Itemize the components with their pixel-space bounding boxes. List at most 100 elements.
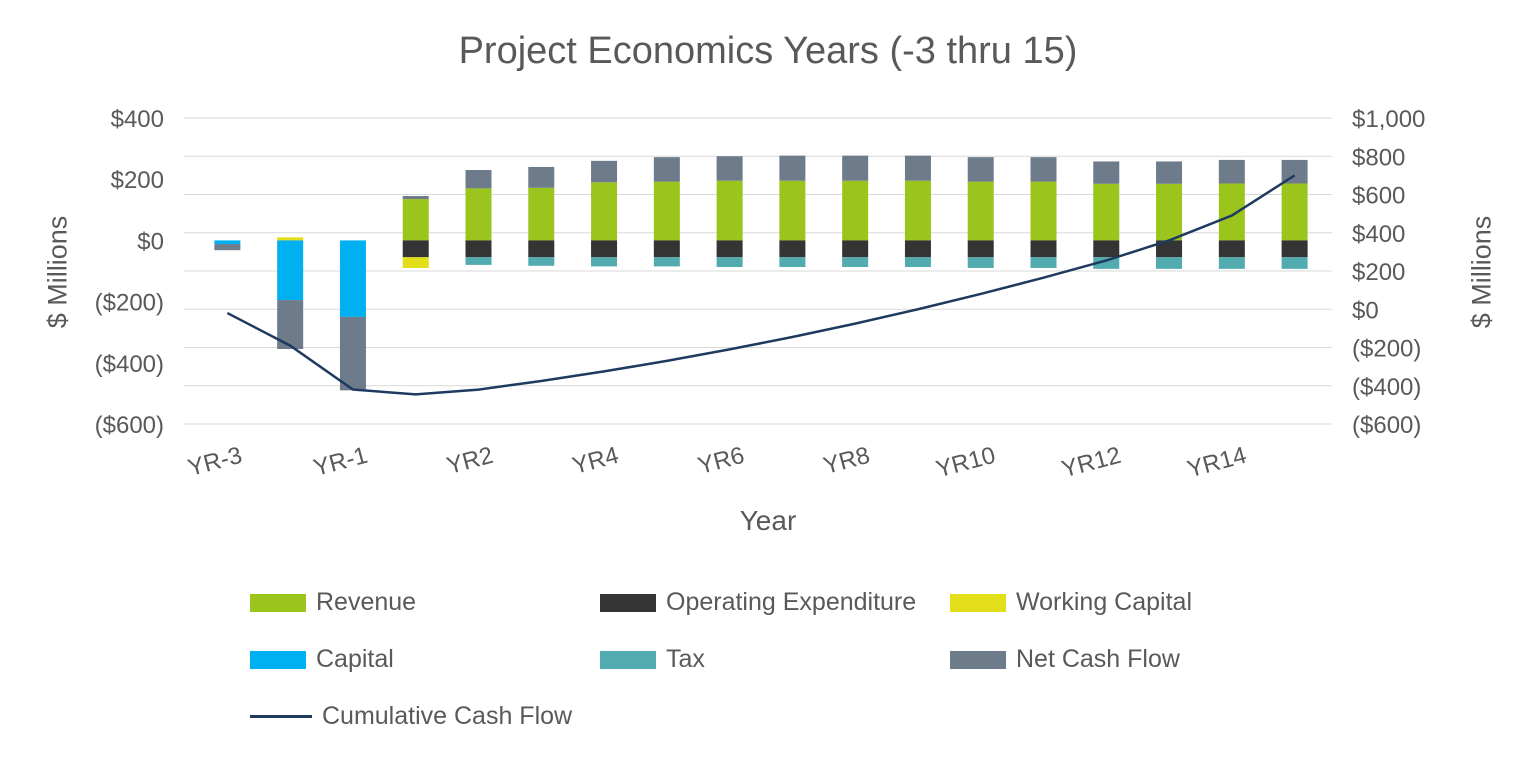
bar-segment-net-cash-flow bbox=[1281, 159, 1308, 184]
legend-color-swatch bbox=[250, 650, 306, 669]
bar-segment-revenue bbox=[779, 180, 806, 241]
x-axis-label: YR14 bbox=[1184, 442, 1249, 484]
legend-label: Tax bbox=[666, 645, 705, 673]
bar-segment-capital bbox=[214, 240, 241, 245]
legend-label: Working Capital bbox=[1016, 588, 1193, 616]
bar-segment-tax bbox=[842, 257, 869, 268]
bar-segment-revenue bbox=[1281, 183, 1308, 241]
chart-title: Project Economics Years (-3 thru 15) bbox=[458, 30, 1078, 72]
right-axis-tick: $200 bbox=[1352, 259, 1405, 286]
bar-segment-net-cash-flow bbox=[528, 166, 555, 188]
bar-segment-capital bbox=[339, 240, 366, 317]
bar-segment-revenue bbox=[842, 180, 869, 241]
bar-segment-net-cash-flow bbox=[716, 156, 743, 181]
left-axis-tick: ($600) bbox=[95, 412, 164, 439]
bar-segment-net-cash-flow bbox=[402, 196, 429, 200]
legend-item-cumulative-cash-flow: Cumulative Cash Flow bbox=[250, 702, 600, 731]
bar-segment-tax bbox=[967, 257, 994, 268]
bar-segment-net-cash-flow bbox=[779, 155, 806, 181]
x-axis-label: YR2 bbox=[444, 442, 496, 480]
bar-segment-working-capital bbox=[277, 237, 304, 241]
legend-color-swatch bbox=[600, 650, 656, 669]
bar-segment-tax bbox=[779, 257, 806, 268]
legend-item-revenue: Revenue bbox=[250, 588, 600, 617]
bar-segment-revenue bbox=[653, 181, 680, 241]
bar-segment-operating-expenditure bbox=[402, 240, 429, 258]
bar-segment-working-capital bbox=[402, 257, 429, 268]
right-axis-tick: $600 bbox=[1352, 183, 1405, 210]
bar-segment-revenue bbox=[1218, 183, 1245, 241]
bar-segment-net-cash-flow bbox=[1030, 157, 1057, 182]
left-axis-tick: $0 bbox=[137, 228, 164, 255]
legend-label: Net Cash Flow bbox=[1016, 645, 1180, 673]
bar-segment-operating-expenditure bbox=[591, 240, 618, 258]
bar-segment-revenue bbox=[402, 199, 429, 241]
bar-segment-net-cash-flow bbox=[842, 155, 869, 181]
bar-segment-revenue bbox=[1030, 181, 1057, 241]
x-axis-label: YR-3 bbox=[185, 442, 245, 482]
x-axis-label: YR8 bbox=[821, 442, 873, 480]
bar-segment-revenue bbox=[716, 180, 743, 241]
x-axis-label: YR6 bbox=[695, 442, 747, 480]
legend-color-swatch bbox=[950, 650, 1006, 669]
bar-segment-operating-expenditure bbox=[904, 240, 931, 258]
right-axis-tick: $800 bbox=[1352, 144, 1405, 171]
legend-item-tax: Tax bbox=[600, 645, 950, 674]
bar-segment-operating-expenditure bbox=[779, 240, 806, 258]
bar-segment-operating-expenditure bbox=[653, 240, 680, 258]
bar-segment-tax bbox=[1218, 257, 1245, 269]
bar-segment-operating-expenditure bbox=[1030, 240, 1057, 258]
bar-segment-operating-expenditure bbox=[842, 240, 869, 258]
bar-segment-operating-expenditure bbox=[716, 240, 743, 258]
bar-segment-operating-expenditure bbox=[1156, 240, 1183, 258]
right-axis-tick: ($400) bbox=[1352, 374, 1421, 401]
legend-color-swatch bbox=[250, 593, 306, 612]
x-axis-label: YR10 bbox=[933, 442, 998, 484]
bar-segment-tax bbox=[591, 257, 618, 267]
cumulative-cash-flow-line bbox=[226, 174, 1296, 396]
bar-segment-operating-expenditure bbox=[1093, 240, 1120, 258]
x-axis-label: YR-1 bbox=[311, 442, 371, 482]
bar-segment-tax bbox=[716, 257, 743, 268]
right-axis-tick: $1,000 bbox=[1352, 106, 1425, 133]
bar-segment-tax bbox=[653, 257, 680, 267]
bar-segment-revenue bbox=[904, 180, 931, 241]
bar-segment-net-cash-flow bbox=[339, 316, 366, 391]
bar-segment-net-cash-flow bbox=[1093, 161, 1120, 184]
bar-segment-net-cash-flow bbox=[1156, 161, 1183, 184]
legend-item-operating-expenditure: Operating Expenditure bbox=[600, 588, 950, 617]
left-axis-tick: $400 bbox=[111, 106, 164, 133]
bar-segment-operating-expenditure bbox=[967, 240, 994, 258]
left-axis-tick: $200 bbox=[111, 167, 164, 194]
bar-segment-revenue bbox=[1156, 183, 1183, 241]
left-axis-tick: ($200) bbox=[95, 290, 164, 317]
legend-label: Cumulative Cash Flow bbox=[322, 702, 573, 730]
bar-segment-tax bbox=[1030, 257, 1057, 268]
bar-segment-revenue bbox=[528, 187, 555, 241]
x-axis-label: YR4 bbox=[570, 442, 622, 480]
bar-segment-tax bbox=[1281, 257, 1308, 269]
legend-item-net-cash-flow: Net Cash Flow bbox=[950, 645, 1380, 674]
bar-segment-revenue bbox=[1093, 183, 1120, 241]
x-axis-title: Year bbox=[739, 505, 797, 536]
bar-segment-net-cash-flow bbox=[1218, 159, 1245, 184]
left-axis-tick: ($400) bbox=[95, 351, 164, 378]
bar-segment-revenue bbox=[465, 188, 492, 241]
legend-color-swatch bbox=[950, 593, 1006, 612]
bar-segment-tax bbox=[1093, 257, 1120, 269]
right-axis-tick: $0 bbox=[1352, 297, 1379, 324]
legend-item-working-capital: Working Capital bbox=[950, 588, 1380, 617]
right-axis-tick: ($200) bbox=[1352, 336, 1421, 363]
bar-segment-capital bbox=[277, 240, 304, 301]
bar-segment-tax bbox=[904, 257, 931, 268]
legend-item-capital: Capital bbox=[250, 645, 600, 674]
bar-segment-net-cash-flow bbox=[214, 244, 241, 251]
x-axis-label: YR12 bbox=[1059, 442, 1124, 484]
legend-line-swatch bbox=[250, 708, 312, 726]
bar-segment-operating-expenditure bbox=[465, 240, 492, 258]
bar-segment-net-cash-flow bbox=[904, 155, 931, 181]
bar-segment-operating-expenditure bbox=[1281, 240, 1308, 258]
legend-color-swatch bbox=[600, 593, 656, 612]
bar-segment-tax bbox=[1156, 257, 1183, 269]
